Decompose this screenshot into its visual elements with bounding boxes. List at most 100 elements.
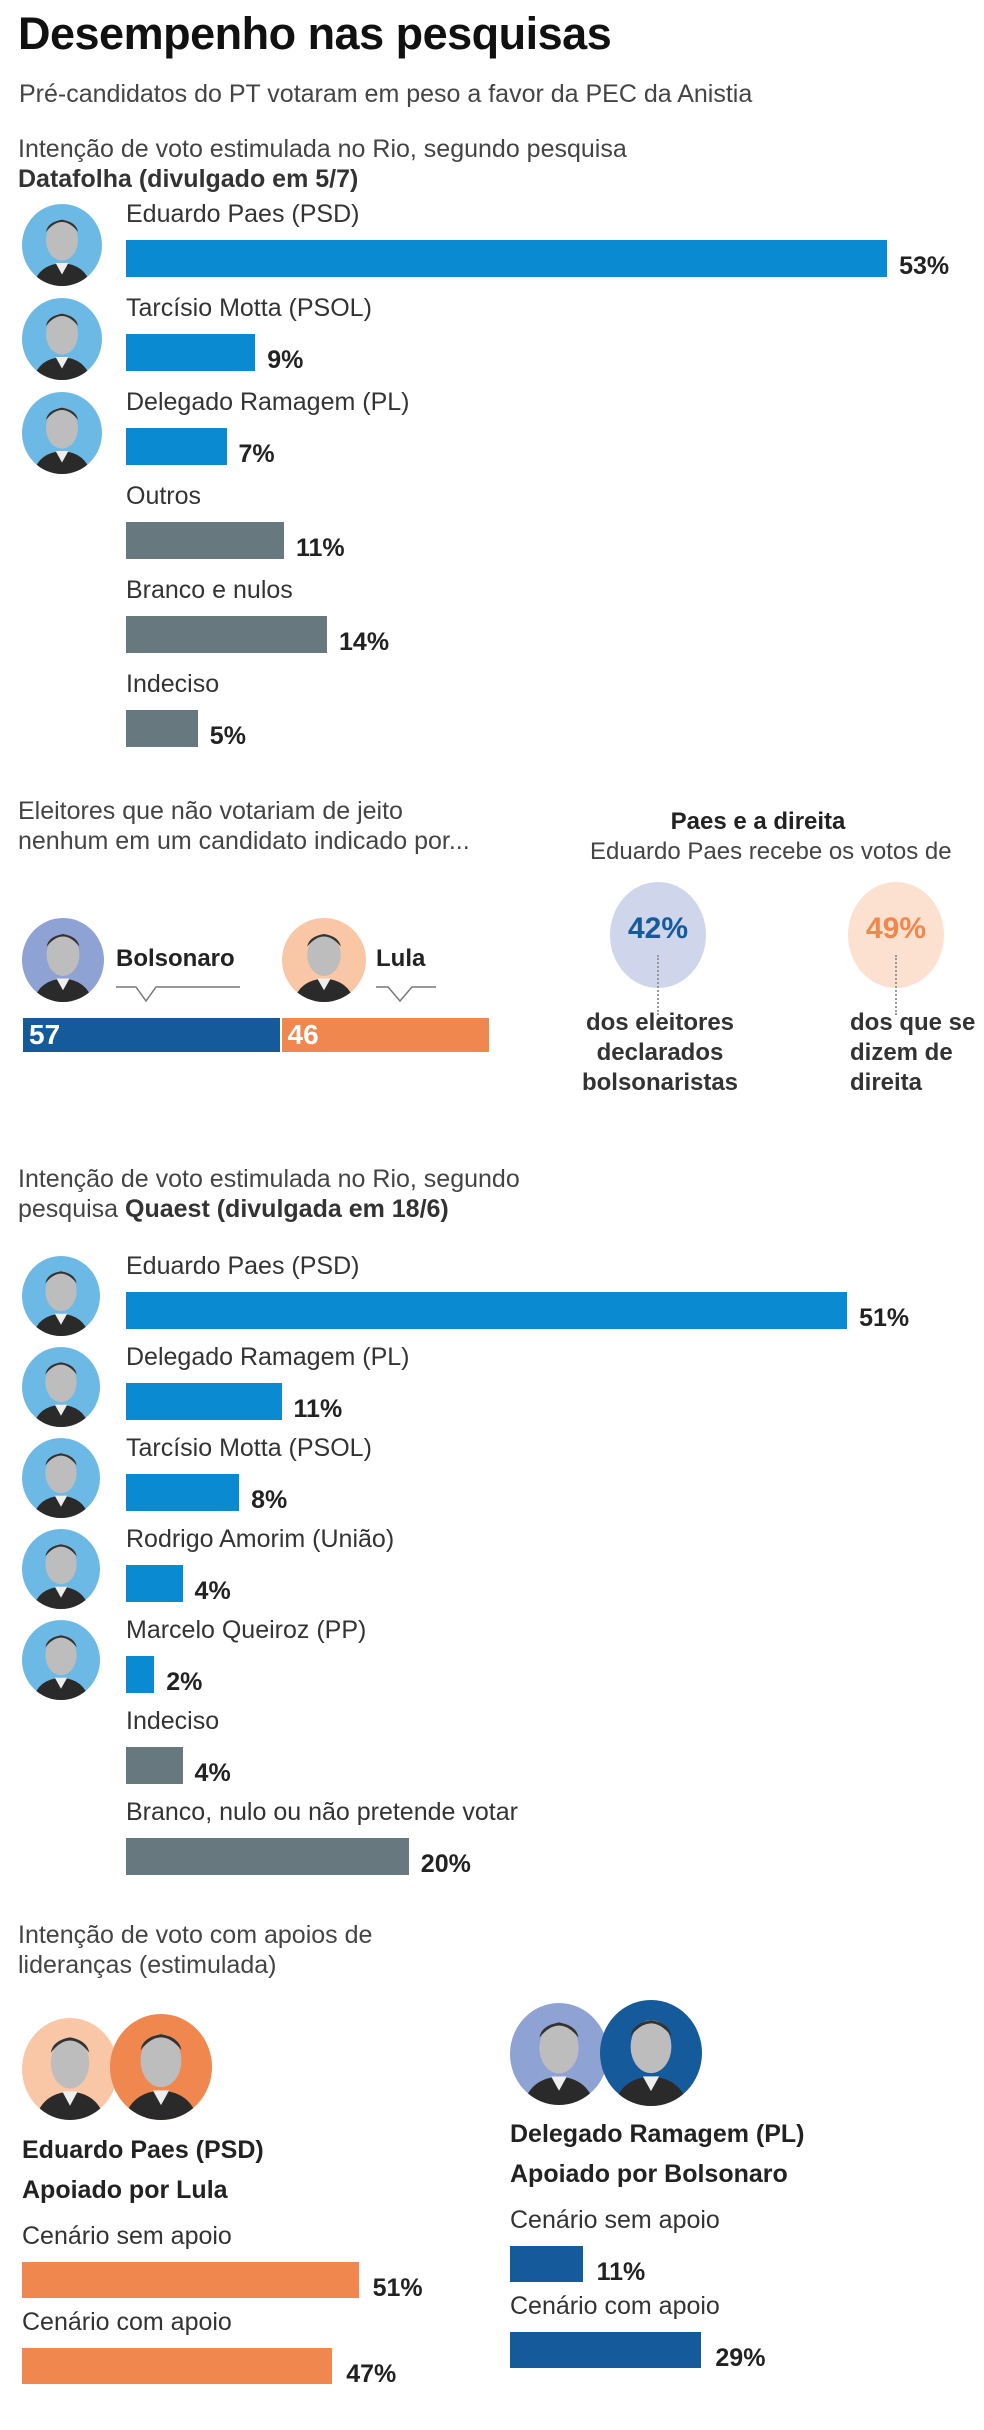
dotted-connector [895,955,897,1015]
quaest-bar [126,1292,848,1329]
datafolha-row: Outros 11% [0,482,984,576]
datafolha-bar [126,334,256,371]
quaest-bar [126,1656,155,1693]
quaest-category-label: Branco, nulo ou não pretende votar [126,1798,518,1826]
apoio-scenario-value: 47% [346,2360,397,2388]
quaest-value-label: 51% [859,1304,910,1332]
lula-avatar [282,918,366,1002]
lula-rejection-bar: 46 [281,1018,489,1052]
dotted-connector [657,955,659,1015]
quaest-heading: Intenção de voto estimulada no Rio, segu… [18,1164,520,1224]
quaest-row: Rodrigo Amorim (União) 4% [0,1525,984,1616]
apoio-scenario-label: Cenário com apoio [22,2308,232,2336]
quaest-heading-line2: pesquisa [18,1195,119,1223]
page-title: Desempenho nas pesquisas [18,8,612,59]
datafolha-bar [126,240,888,277]
quaest-value-label: 4% [194,1759,231,1787]
lula-avatar-small [22,2018,118,2120]
apoio-support-label: Apoiado por Bolsonaro [510,2160,788,2188]
datafolha-candidate-avatar [22,204,102,286]
quaest-value-label: 2% [166,1668,203,1696]
circle-value: 42% [627,912,689,945]
apoio-scenario-label: Cenário sem apoio [22,2222,232,2250]
datafolha-heading-bold: Datafolha (divulgado em 5/7) [18,165,359,193]
datafolha-value-label: 53% [899,252,950,280]
rejection-heading: Eleitores que não votariam de jeito nenh… [18,797,470,855]
quaest-candidate-avatar [22,1620,100,1700]
paes-direita-title: Paes e a direita [670,808,846,835]
bolsonaro-rejection-bar: 57 [23,1018,280,1052]
datafolha-value-label: 11% [295,534,345,562]
paes-avatar-orange [110,2014,212,2120]
quaest-bar [126,1565,183,1602]
apoio-scenario-bar [510,2332,702,2368]
datafolha-bar [126,522,284,559]
quaest-candidate-avatar [22,1256,100,1336]
apoio-scenario-label: Cenário sem apoio [510,2206,720,2234]
datafolha-category-label: Outros [126,482,202,510]
datafolha-category-label: Eduardo Paes (PSD) [126,200,360,228]
quaest-row: Indeciso 4% [0,1707,984,1798]
datafolha-heading: Intenção de voto estimulada no Rio, segu… [18,134,627,194]
apoio-candidate-name: Delegado Ramagem (PL) [510,2120,805,2148]
quaest-category-label: Indeciso [126,1707,220,1735]
datafolha-candidate-avatar [22,392,102,474]
datafolha-row: Eduardo Paes (PSD) 53% [0,200,984,294]
datafolha-bar [126,428,227,465]
datafolha-value-label: 14% [339,628,390,656]
datafolha-category-label: Delegado Ramagem (PL) [126,388,410,416]
quaest-category-label: Tarcísio Motta (PSOL) [126,1434,372,1462]
lula-pointer [376,986,436,1003]
quaest-bar [126,1383,282,1420]
apoio-scenario-label: Cenário com apoio [510,2292,720,2320]
datafolha-heading-text: Intenção de voto estimulada no Rio, segu… [18,135,627,163]
quaest-bar [126,1838,409,1875]
quaest-row: Marcelo Queiroz (PP) 2% [0,1616,984,1707]
datafolha-candidate-avatar [22,298,102,380]
quaest-heading-line1: Intenção de voto estimulada no Rio, segu… [18,1165,520,1193]
datafolha-value-label: 7% [238,440,275,468]
quaest-row: Eduardo Paes (PSD) 51% [0,1252,984,1343]
quaest-bar [126,1747,183,1784]
datafolha-row: Branco e nulos 14% [0,576,984,670]
apoio-scenario-bar [22,2348,333,2384]
quaest-category-label: Eduardo Paes (PSD) [126,1252,360,1280]
datafolha-category-label: Indeciso [126,670,220,698]
datafolha-value-label: 9% [267,346,304,374]
quaest-row: Delegado Ramagem (PL) 11% [0,1343,984,1434]
bolsonaro-label: Bolsonaro [116,945,235,972]
apoio-scenario-bar [22,2262,359,2298]
paes-direita-subtitle: Eduardo Paes recebe os votos de [590,838,952,865]
bolsonaro-avatar [22,918,104,1002]
datafolha-category-label: Tarcísio Motta (PSOL) [126,294,372,322]
apoio-support-label: Apoiado por Lula [22,2176,228,2204]
quaest-bar [126,1474,240,1511]
quaest-row: Tarcísio Motta (PSOL) 8% [0,1434,984,1525]
quaest-candidate-avatar [22,1347,100,1427]
lula-label: Lula [376,945,426,972]
datafolha-row: Delegado Ramagem (PL) 7% [0,388,984,482]
quaest-row: Branco, nulo ou não pretende votar 20% [0,1798,984,1889]
quaest-value-label: 4% [194,1577,231,1605]
datafolha-bar [126,616,328,653]
datafolha-category-label: Branco e nulos [126,576,293,604]
apoio-scenario-value: 29% [715,2344,766,2372]
quaest-category-label: Rodrigo Amorim (União) [126,1525,395,1553]
quaest-category-label: Delegado Ramagem (PL) [126,1343,410,1371]
quaest-candidate-avatar [22,1529,100,1609]
apoio-scenario-bar [510,2246,583,2282]
datafolha-row: Indeciso 5% [0,670,984,764]
apoio-candidate-name: Eduardo Paes (PSD) [22,2136,264,2164]
quaest-heading-bold: Quaest (divulgada em 18/6) [125,1195,449,1223]
circle-value: 49% [865,912,927,945]
circle-description: dos que se dizem de direita [850,1009,976,1096]
ramagem-avatar-blue [600,2000,702,2106]
quaest-value-label: 11% [293,1395,343,1423]
circle-description: dos eleitores declarados bolsonaristas [581,1009,739,1096]
datafolha-value-label: 5% [209,722,246,750]
quaest-category-label: Marcelo Queiroz (PP) [126,1616,367,1644]
datafolha-bar [126,710,198,747]
apoio-scenario-value: 51% [372,2274,423,2302]
quaest-value-label: 8% [251,1486,288,1514]
apoios-heading: Intenção de voto com apoios de liderança… [18,1921,373,1979]
